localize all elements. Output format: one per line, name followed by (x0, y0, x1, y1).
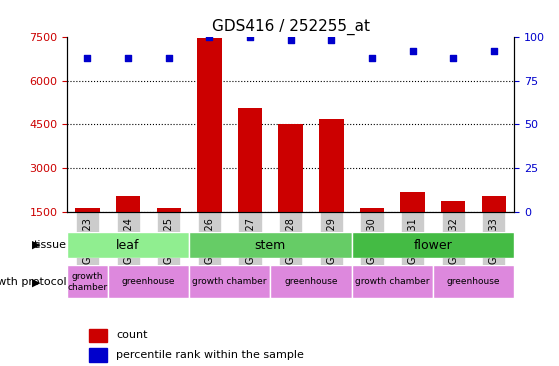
Point (124, 55, 132, 61)
Point (286, 37, 295, 43)
Text: greenhouse: greenhouse (447, 277, 500, 286)
Bar (400, 192, 425, 256)
FancyBboxPatch shape (271, 265, 352, 298)
Text: growth protocol: growth protocol (0, 277, 67, 287)
Bar (197, 38, 221, 256)
FancyBboxPatch shape (108, 265, 189, 298)
FancyBboxPatch shape (352, 265, 433, 298)
Point (164, 55, 173, 61)
Text: greenhouse: greenhouse (285, 277, 338, 286)
Bar (238, 108, 262, 256)
FancyBboxPatch shape (433, 265, 514, 298)
Text: ▶: ▶ (32, 239, 41, 250)
Text: greenhouse: greenhouse (122, 277, 175, 286)
Bar (441, 201, 466, 256)
Point (327, 37, 336, 43)
Bar (116, 196, 140, 256)
Point (83, 55, 92, 61)
Bar (319, 119, 344, 256)
FancyBboxPatch shape (67, 232, 189, 258)
Text: flower: flower (414, 239, 452, 252)
Point (408, 48, 417, 53)
Bar (360, 208, 384, 256)
Point (449, 55, 458, 61)
Point (367, 55, 376, 61)
FancyBboxPatch shape (189, 265, 271, 298)
FancyBboxPatch shape (67, 265, 108, 298)
Point (205, 34, 214, 40)
Bar (75, 208, 100, 256)
Text: growth
chamber: growth chamber (67, 272, 107, 292)
Bar (278, 124, 303, 256)
FancyBboxPatch shape (189, 232, 352, 258)
Text: growth chamber: growth chamber (192, 277, 267, 286)
Point (245, 34, 254, 40)
Text: stem: stem (255, 239, 286, 252)
FancyBboxPatch shape (352, 232, 514, 258)
Text: ▶: ▶ (32, 277, 41, 288)
Bar (482, 196, 506, 256)
Bar (89, 329, 107, 342)
Bar (157, 208, 181, 256)
Title: GDS416 / 252255_at: GDS416 / 252255_at (212, 19, 369, 35)
Text: tissue: tissue (34, 240, 67, 250)
Text: percentile rank within the sample: percentile rank within the sample (116, 350, 304, 360)
Bar (89, 348, 107, 362)
Text: growth chamber: growth chamber (355, 277, 429, 286)
Point (490, 48, 499, 53)
Text: count: count (116, 330, 148, 340)
Text: leaf: leaf (116, 239, 140, 252)
